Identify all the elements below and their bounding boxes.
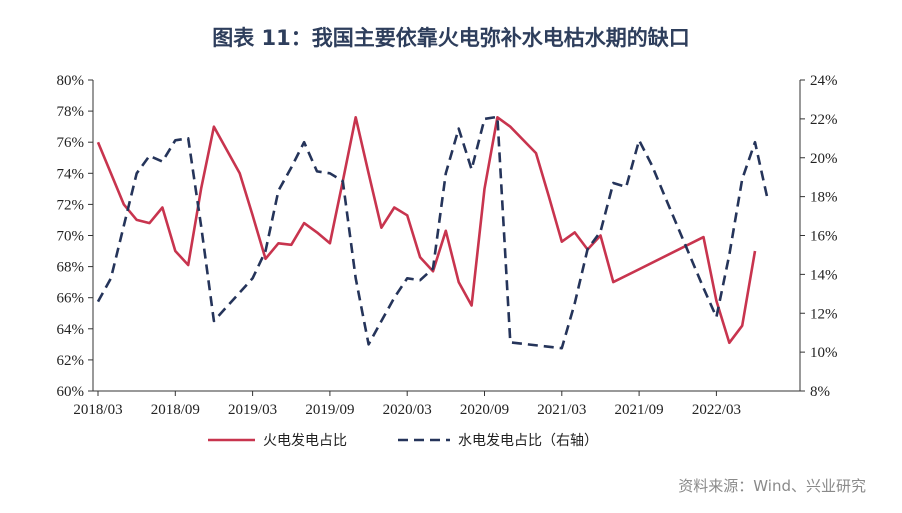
y-right-tick-label: 8%: [810, 384, 830, 400]
legend-label-thermal: 火电发电占比: [263, 433, 347, 449]
y-left-tick-label: 78%: [57, 104, 85, 120]
source-note: 资料来源：Wind、兴业研究: [678, 477, 866, 495]
y-left-tick-label: 64%: [57, 322, 85, 338]
y-left-tick-label: 72%: [57, 197, 85, 213]
legend: 火电发电占比 水电发电占比（右轴）: [208, 433, 598, 449]
y-left-tick-label: 74%: [57, 166, 85, 182]
x-tick-label: 2022/03: [692, 402, 741, 418]
y-left-tick-label: 60%: [57, 384, 85, 400]
series-layer: [96, 115, 770, 350]
axes: 60% 62% 64% 66% 68% 70% 72% 74% 76% 78% 80% 8% 10% 12…: [57, 73, 838, 418]
x-tick-label: 2018/09: [151, 402, 200, 418]
y-right-tick-label: 14%: [810, 267, 838, 283]
y-left-tick-label: 62%: [57, 353, 85, 369]
legend-label-hydro: 水电发电占比（右轴）: [458, 433, 598, 449]
y-right-tick-label: 24%: [810, 73, 838, 89]
line-chart: 60% 62% 64% 66% 68% 70% 72% 74% 76% 78% 80% 8% 10% 12…: [57, 73, 838, 449]
y-right-tick-label: 22%: [810, 112, 838, 128]
y-right-tick-label: 16%: [810, 229, 838, 245]
x-tick-label: 2020/09: [460, 402, 509, 418]
y-left-tick-label: 68%: [57, 260, 85, 276]
y-right-tick-label: 20%: [810, 151, 838, 167]
y-right-tick-label: 12%: [810, 306, 838, 322]
x-tick-label: 2018/03: [73, 402, 122, 418]
y-left-tick-label: 70%: [57, 229, 85, 245]
y-right-tick-label: 10%: [810, 345, 838, 361]
x-tick-label: 2019/03: [228, 402, 277, 418]
x-tick-label: 2020/03: [383, 402, 432, 418]
x-tick-label: 2021/09: [615, 402, 664, 418]
series-line-hydro: [96, 115, 770, 350]
y-left-tick-label: 66%: [57, 291, 85, 307]
x-tick-label: 2019/09: [305, 402, 354, 418]
y-right-tick-label: 18%: [810, 190, 838, 206]
chart-title: 图表 11：我国主要依靠火电弥补水电枯水期的缺口: [212, 26, 690, 50]
series-line-thermal: [96, 116, 757, 345]
x-tick-label: 2021/03: [537, 402, 586, 418]
y-left-tick-label: 76%: [57, 135, 85, 151]
y-left-tick-label: 80%: [57, 73, 85, 89]
